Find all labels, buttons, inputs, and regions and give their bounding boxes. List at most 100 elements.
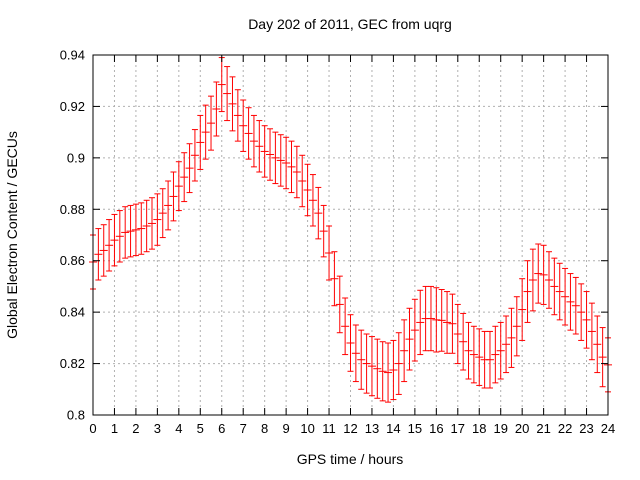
error-bar xyxy=(180,152,189,203)
error-bar xyxy=(400,319,409,383)
x-tick-label: 16 xyxy=(429,421,443,436)
error-bar xyxy=(550,257,559,316)
error-bar xyxy=(367,336,376,397)
error-bar xyxy=(217,57,226,113)
x-tick-label: 19 xyxy=(493,421,507,436)
x-tick-label: 9 xyxy=(283,421,290,436)
error-bar xyxy=(448,293,457,354)
error-bar xyxy=(475,328,484,386)
x-tick-label: 2 xyxy=(132,421,139,436)
error-bar xyxy=(105,219,114,272)
error-bar xyxy=(416,289,425,356)
error-bar xyxy=(212,81,221,137)
x-tick-label: 8 xyxy=(261,421,268,436)
error-bar xyxy=(566,273,575,331)
error-bar xyxy=(561,267,570,326)
error-bar xyxy=(373,338,382,399)
error-bar xyxy=(303,163,312,217)
error-bar xyxy=(287,140,296,194)
error-bar xyxy=(421,285,430,352)
error-bar xyxy=(389,339,398,401)
x-tick-label: 20 xyxy=(515,421,529,436)
x-tick-label: 17 xyxy=(451,421,465,436)
chart-title: Day 202 of 2011, GEC from uqrg xyxy=(248,16,452,32)
x-tick-label: 11 xyxy=(322,421,336,436)
error-bar xyxy=(464,321,473,380)
error-bar xyxy=(207,95,216,151)
error-bar xyxy=(341,297,350,356)
error-bar xyxy=(131,203,140,257)
error-bar xyxy=(142,199,151,253)
error-bar xyxy=(271,131,280,185)
error-bar xyxy=(544,251,553,309)
error-bar xyxy=(325,225,334,281)
error-bar xyxy=(587,302,596,361)
error-bar xyxy=(577,283,586,341)
error-bar xyxy=(110,213,119,267)
error-bar xyxy=(534,243,543,304)
error-bar xyxy=(228,76,237,132)
error-bar xyxy=(512,296,521,357)
error-bar xyxy=(244,107,253,160)
error-bar xyxy=(582,291,591,349)
error-bar xyxy=(496,321,505,380)
error-bar xyxy=(260,125,269,178)
y-tick-label: 0.82 xyxy=(60,356,85,371)
error-bar xyxy=(298,154,307,208)
error-bar xyxy=(491,325,500,384)
error-bar xyxy=(453,303,462,365)
error-bar xyxy=(485,330,494,389)
error-bar xyxy=(276,134,285,187)
error-bar xyxy=(528,248,537,312)
error-bar xyxy=(518,278,527,341)
error-bar xyxy=(378,341,387,402)
error-bar xyxy=(99,224,108,277)
y-tick-label: 0.8 xyxy=(67,408,85,423)
error-bar xyxy=(394,332,403,395)
error-bar xyxy=(410,298,419,362)
error-bar xyxy=(459,312,468,371)
error-bar xyxy=(598,327,607,388)
error-bar xyxy=(593,315,602,374)
error-bar xyxy=(169,171,178,222)
error-bar xyxy=(330,251,339,307)
x-tick-label: 24 xyxy=(601,421,615,436)
x-tick-label: 13 xyxy=(365,421,379,436)
error-bar xyxy=(115,210,124,263)
error-bar xyxy=(233,89,242,142)
y-tick-label: 0.84 xyxy=(60,305,85,320)
error-bar xyxy=(249,114,258,168)
error-bar xyxy=(362,333,371,394)
error-bar xyxy=(282,136,291,190)
error-bar xyxy=(121,206,130,259)
error-bar xyxy=(507,307,516,368)
error-bar xyxy=(405,307,414,371)
error-bar xyxy=(432,287,441,353)
error-bar xyxy=(137,202,146,255)
y-tick-label: 0.88 xyxy=(60,202,85,217)
error-bar xyxy=(190,129,199,182)
error-bar xyxy=(153,193,162,246)
error-bar xyxy=(555,262,564,321)
error-bar xyxy=(443,291,452,354)
x-tick-label: 6 xyxy=(218,421,225,436)
error-bar xyxy=(335,275,344,334)
error-bar xyxy=(223,66,232,122)
x-tick-label: 12 xyxy=(343,421,357,436)
x-tick-label: 5 xyxy=(197,421,204,436)
error-bar xyxy=(319,204,328,258)
error-bar xyxy=(426,285,435,352)
error-bar xyxy=(148,197,157,250)
x-tick-label: 0 xyxy=(89,421,96,436)
error-bar xyxy=(314,186,323,240)
y-tick-label: 0.86 xyxy=(60,253,85,268)
error-bar xyxy=(571,276,580,335)
error-bar xyxy=(384,342,393,403)
error-bar xyxy=(196,114,205,170)
x-tick-label: 10 xyxy=(300,421,314,436)
error-bar xyxy=(266,128,275,181)
error-bar xyxy=(539,244,548,305)
error-bar xyxy=(308,174,317,227)
x-tick-label: 7 xyxy=(240,421,247,436)
